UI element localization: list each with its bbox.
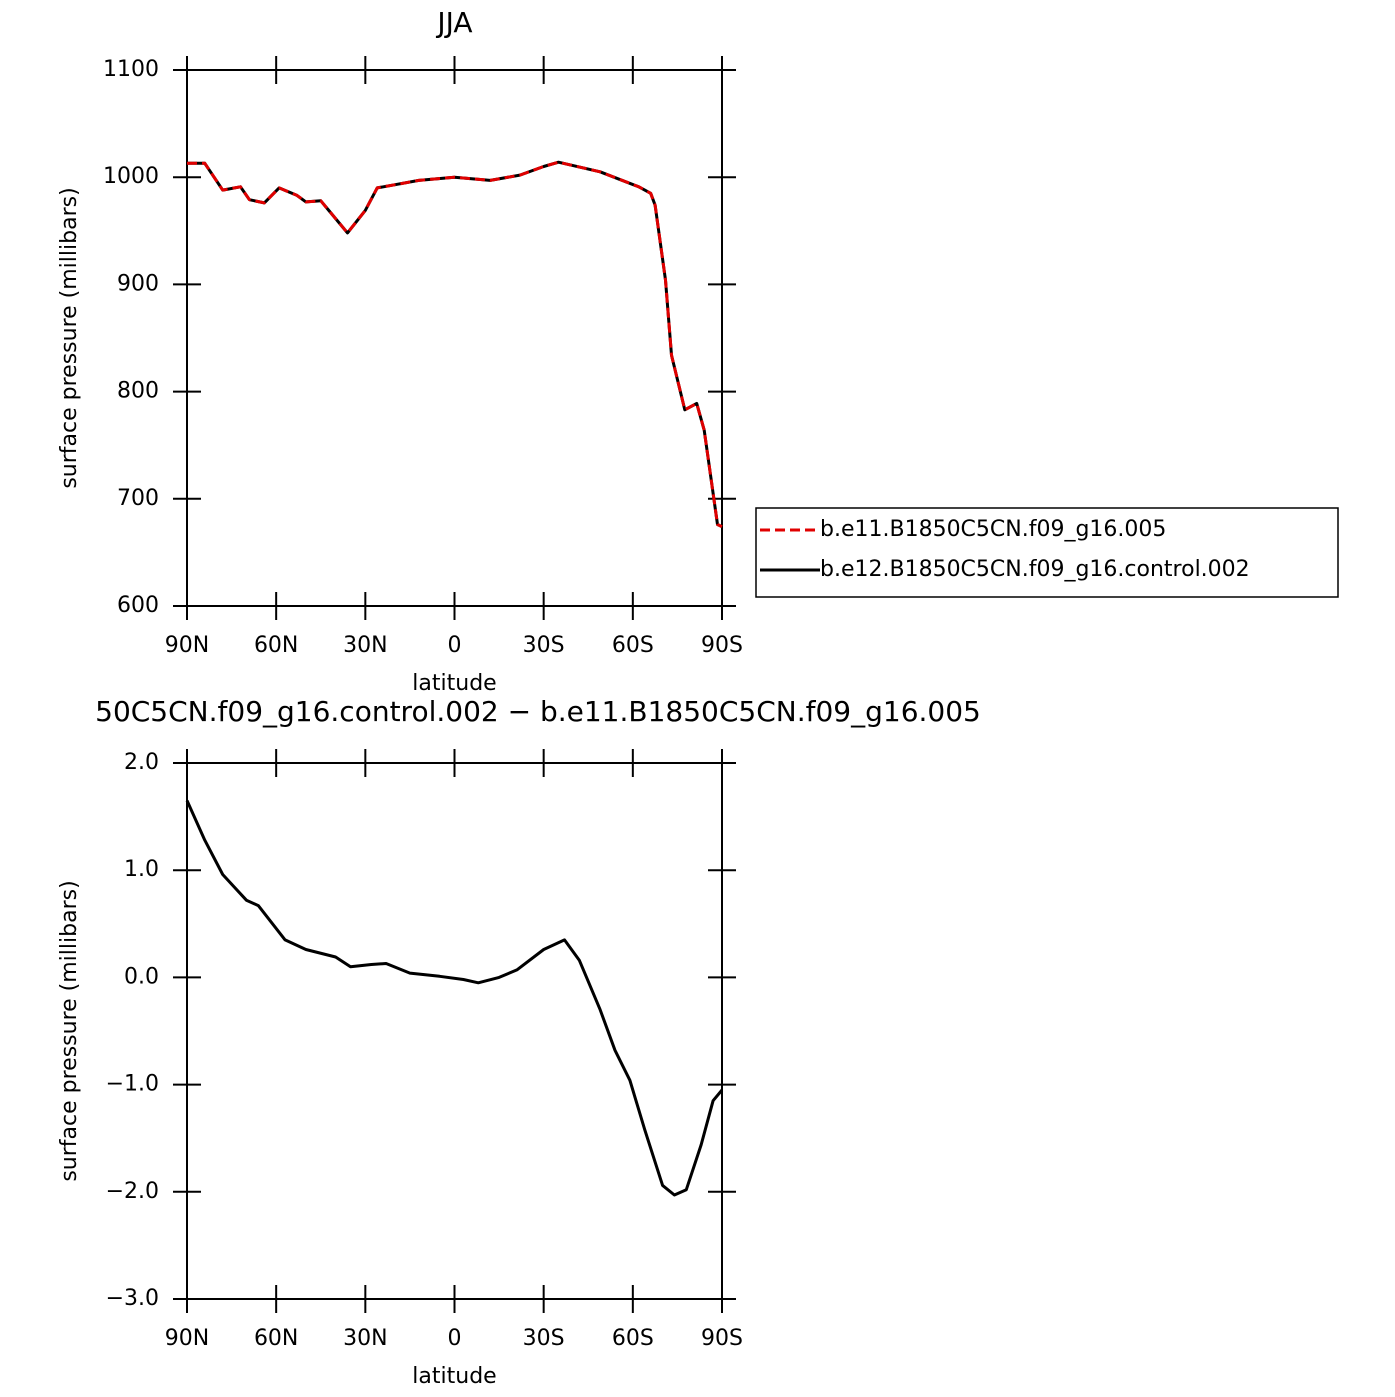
x-tick-label: 90N (165, 633, 209, 658)
x-tick-label: 60N (254, 1326, 298, 1351)
legend-label: b.e12.B1850C5CN.f09_g16.control.002 (820, 557, 1250, 582)
x-tick-label: 30S (523, 1326, 565, 1351)
legend-label: b.e11.B1850C5CN.f09_g16.005 (820, 517, 1166, 542)
y-axis-label: surface pressure (millibars) (57, 880, 82, 1181)
y-tick-label: 1100 (103, 57, 159, 82)
x-tick-label: 30S (523, 633, 565, 658)
legend-box (755, 507, 1339, 598)
y-tick-label: −2.0 (106, 1179, 159, 1204)
x-tick-label: 60N (254, 633, 298, 658)
x-tick-label: 60S (612, 633, 654, 658)
y-tick-label: −3.0 (106, 1286, 159, 1311)
y-tick-label: 800 (117, 379, 159, 404)
y-tick-label: 0.0 (124, 964, 159, 989)
y-tick-label: −1.0 (106, 1072, 159, 1097)
x-tick-label: 90N (165, 1326, 209, 1351)
y-tick-label: 1000 (103, 164, 159, 189)
y-tick-label: 1.0 (124, 857, 159, 882)
x-tick-label: 60S (612, 1326, 654, 1351)
data-line (187, 160, 723, 529)
y-tick-label: 900 (117, 271, 159, 296)
y-tick-label: 2.0 (124, 750, 159, 775)
plot-frame (186, 762, 723, 1300)
y-tick-label: 600 (117, 593, 159, 618)
chart-title: JJA (435, 6, 472, 39)
y-tick-label: 700 (117, 486, 159, 511)
data-line (185, 799, 724, 1197)
x-axis-label: latitude (412, 671, 496, 696)
x-axis-label: latitude (412, 1364, 496, 1389)
x-tick-label: 0 (448, 1326, 462, 1351)
x-tick-label: 90S (701, 1326, 743, 1351)
plot-frame (186, 69, 723, 607)
x-tick-label: 0 (448, 633, 462, 658)
x-tick-label: 30N (343, 633, 387, 658)
data-line (187, 160, 723, 529)
y-axis-label: surface pressure (millibars) (57, 187, 82, 488)
x-tick-label: 30N (343, 1326, 387, 1351)
chart-title: 50C5CN.f09_g16.control.002 − b.e11.B1850… (95, 695, 981, 728)
x-tick-label: 90S (701, 633, 743, 658)
